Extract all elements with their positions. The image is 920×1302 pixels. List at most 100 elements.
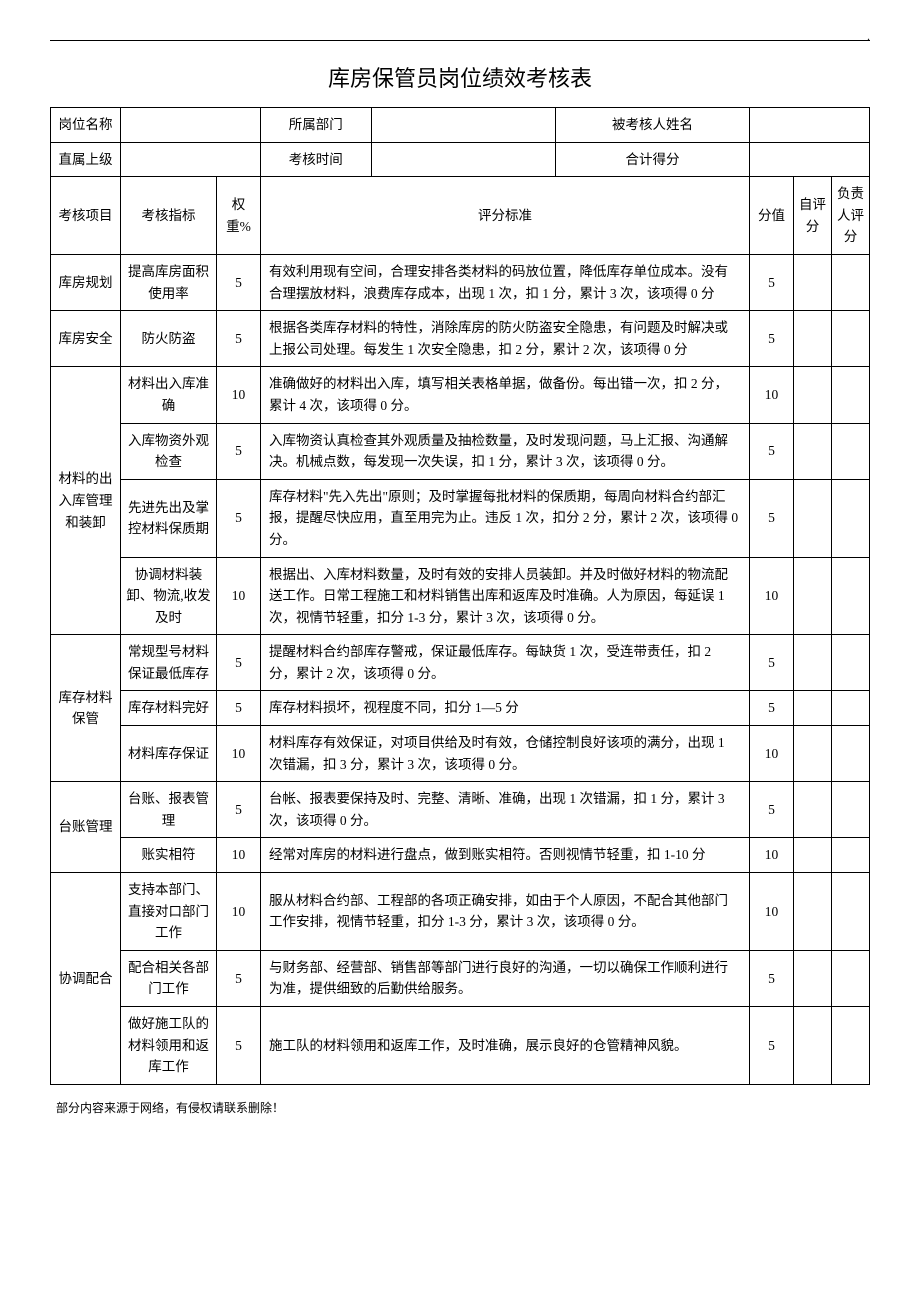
score-cell: 5 (750, 950, 794, 1006)
self-score-cell[interactable] (794, 557, 832, 635)
label-department: 所属部门 (261, 108, 371, 142)
footer-note: 部分内容来源于网络，有侵权请联系删除！ (50, 1099, 870, 1116)
weight-cell: 10 (217, 726, 261, 782)
criteria-cell: 材料库存有效保证，对项目供给及时有效，仓储控制良好该项的满分，出现 1 次错漏，… (261, 726, 750, 782)
manager-score-cell[interactable] (832, 726, 870, 782)
header-indicator: 考核指标 (121, 177, 217, 255)
category-cell: 协调配合 (51, 873, 121, 1085)
weight-cell: 5 (217, 635, 261, 691)
criteria-cell: 库存材料"先入先出"原则；及时掌握每批材料的保质期，每周向材料合约部汇报，提醒尽… (261, 479, 750, 557)
weight-cell: 5 (217, 1007, 261, 1085)
label-period: 考核时间 (261, 143, 371, 177)
manager-score-cell[interactable] (832, 557, 870, 635)
header-weight: 权重% (217, 177, 261, 255)
info-row2-right: 考核时间 合计得分 (261, 142, 750, 177)
indicator-cell: 防火防盗 (121, 311, 217, 367)
score-cell: 10 (750, 367, 794, 423)
score-cell: 10 (750, 726, 794, 782)
self-score-cell[interactable] (794, 950, 832, 1006)
self-score-cell[interactable] (794, 311, 832, 367)
self-score-cell[interactable] (794, 873, 832, 951)
category-cell: 库房规划 (51, 254, 121, 310)
weight-cell: 5 (217, 479, 261, 557)
manager-score-cell[interactable] (832, 873, 870, 951)
manager-score-cell[interactable] (832, 1007, 870, 1085)
weight-cell: 10 (217, 367, 261, 423)
criteria-cell: 根据出、入库材料数量，及时有效的安排人员装卸。并及时做好材料的物流配送工作。日常… (261, 557, 750, 635)
criteria-cell: 经常对库房的材料进行盘点，做到账实相符。否则视情节轻重，扣 1-10 分 (261, 838, 750, 873)
score-cell: 5 (750, 254, 794, 310)
assessment-table: 岗位名称所属部门被考核人姓名直属上级考核时间合计得分考核项目考核指标权重%评分标… (50, 107, 870, 1085)
weight-cell: 5 (217, 311, 261, 367)
score-cell: 5 (750, 691, 794, 726)
manager-score-cell[interactable] (832, 479, 870, 557)
weight-cell: 5 (217, 691, 261, 726)
self-score-cell[interactable] (794, 1007, 832, 1085)
value-supervisor[interactable] (121, 142, 261, 177)
criteria-cell: 入库物资认真检查其外观质量及抽检数量，及时发现问题，马上汇报、沟通解决。机械点数… (261, 423, 750, 479)
score-cell: 5 (750, 635, 794, 691)
indicator-cell: 配合相关各部门工作 (121, 950, 217, 1006)
indicator-cell: 协调材料装卸、物流,收发及时 (121, 557, 217, 635)
header-category: 考核项目 (51, 177, 121, 255)
header-manager: 负责人评分 (832, 177, 870, 255)
indicator-cell: 台账、报表管理 (121, 782, 217, 838)
label-position: 岗位名称 (51, 108, 121, 143)
self-score-cell[interactable] (794, 423, 832, 479)
score-cell: 10 (750, 873, 794, 951)
value-department[interactable] (371, 108, 556, 142)
manager-score-cell[interactable] (832, 838, 870, 873)
criteria-cell: 与财务部、经营部、销售部等部门进行良好的沟通，一切以确保工作顺利进行为准，提供细… (261, 950, 750, 1006)
criteria-cell: 施工队的材料领用和返库工作，及时准确，展示良好的仓管精神风貌。 (261, 1007, 750, 1085)
score-cell: 5 (750, 311, 794, 367)
category-cell: 台账管理 (51, 782, 121, 873)
manager-score-cell[interactable] (832, 950, 870, 1006)
header-rule (50, 40, 870, 41)
indicator-cell: 账实相符 (121, 838, 217, 873)
value-period[interactable] (371, 143, 556, 177)
weight-cell: 5 (217, 950, 261, 1006)
criteria-cell: 库存材料损坏，视程度不同，扣分 1—5 分 (261, 691, 750, 726)
label-assessee: 被考核人姓名 (556, 108, 749, 142)
self-score-cell[interactable] (794, 691, 832, 726)
score-cell: 5 (750, 1007, 794, 1085)
value-assessee[interactable] (750, 108, 870, 143)
weight-cell: 5 (217, 254, 261, 310)
indicator-cell: 材料库存保证 (121, 726, 217, 782)
score-cell: 5 (750, 479, 794, 557)
self-score-cell[interactable] (794, 367, 832, 423)
self-score-cell[interactable] (794, 479, 832, 557)
criteria-cell: 有效利用现有空间，合理安排各类材料的码放位置，降低库存单位成本。没有合理摆放材料… (261, 254, 750, 310)
self-score-cell[interactable] (794, 726, 832, 782)
manager-score-cell[interactable] (832, 782, 870, 838)
criteria-cell: 服从材料合约部、工程部的各项正确安排，如由于个人原因，不配合其他部门工作安排，视… (261, 873, 750, 951)
label-supervisor: 直属上级 (51, 142, 121, 177)
manager-score-cell[interactable] (832, 254, 870, 310)
indicator-cell: 入库物资外观检查 (121, 423, 217, 479)
header-score: 分值 (750, 177, 794, 255)
weight-cell: 5 (217, 423, 261, 479)
indicator-cell: 做好施工队的材料领用和返库工作 (121, 1007, 217, 1085)
criteria-cell: 台帐、报表要保持及时、完整、清晰、准确，出现 1 次错漏，扣 1 分，累计 3 … (261, 782, 750, 838)
weight-cell: 10 (217, 838, 261, 873)
value-position[interactable] (121, 108, 261, 143)
page: 库房保管员岗位绩效考核表 岗位名称所属部门被考核人姓名直属上级考核时间合计得分考… (50, 40, 870, 1116)
manager-score-cell[interactable] (832, 691, 870, 726)
self-score-cell[interactable] (794, 782, 832, 838)
self-score-cell[interactable] (794, 254, 832, 310)
indicator-cell: 材料出入库准确 (121, 367, 217, 423)
manager-score-cell[interactable] (832, 635, 870, 691)
score-cell: 5 (750, 782, 794, 838)
category-cell: 库存材料保管 (51, 635, 121, 782)
manager-score-cell[interactable] (832, 311, 870, 367)
label-total: 合计得分 (556, 143, 749, 177)
self-score-cell[interactable] (794, 635, 832, 691)
criteria-cell: 根据各类库存材料的特性，消除库房的防火防盗安全隐患，有问题及时解决或上报公司处理… (261, 311, 750, 367)
value-total[interactable] (750, 142, 870, 177)
self-score-cell[interactable] (794, 838, 832, 873)
weight-cell: 10 (217, 557, 261, 635)
indicator-cell: 常规型号材料保证最低库存 (121, 635, 217, 691)
manager-score-cell[interactable] (832, 423, 870, 479)
indicator-cell: 库存材料完好 (121, 691, 217, 726)
manager-score-cell[interactable] (832, 367, 870, 423)
